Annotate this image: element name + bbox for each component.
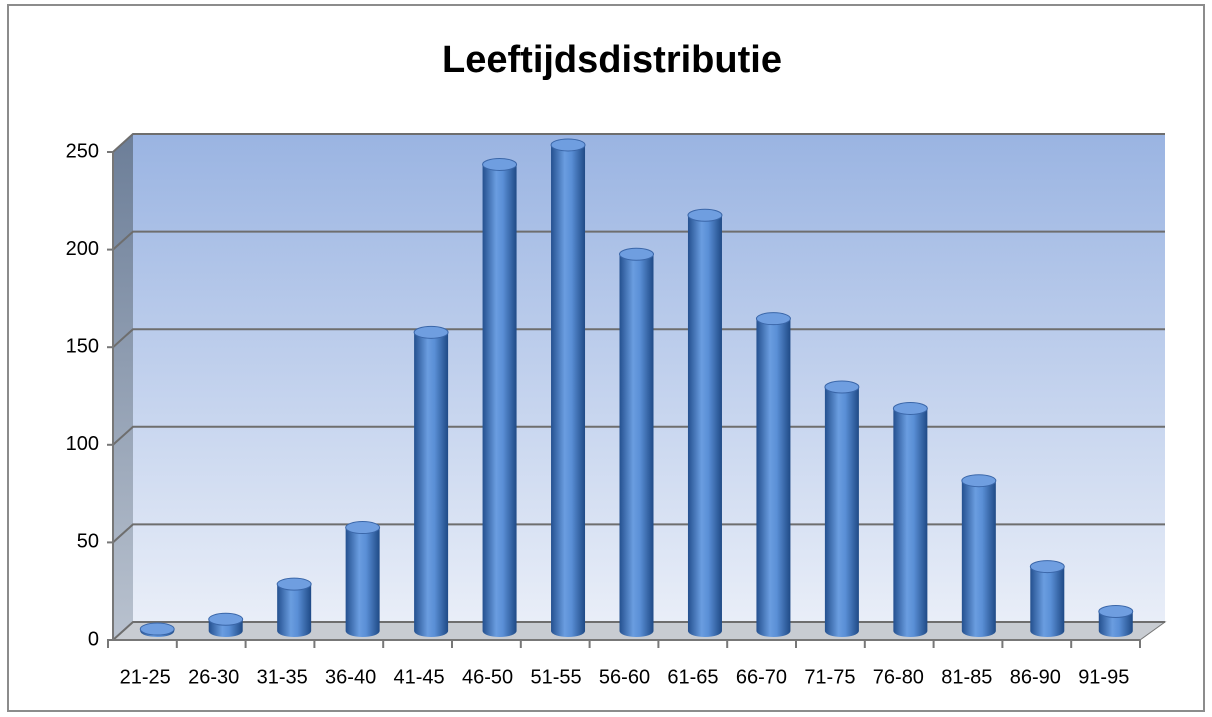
bar-top: [824, 380, 860, 394]
x-tick-label: 66-70: [736, 666, 787, 688]
x-tick-label: 76-80: [873, 666, 924, 688]
bar-top: [345, 521, 381, 535]
grid-line: [112, 328, 1165, 348]
x-tick-label: 56-60: [599, 666, 650, 688]
grid-line: [112, 230, 1165, 251]
bar: [961, 474, 996, 637]
grid-line: [112, 425, 1165, 446]
x-tick-label: 31-35: [257, 666, 308, 688]
bar-top: [413, 325, 449, 339]
bar: [824, 381, 859, 637]
bar: [482, 158, 517, 637]
grid-line: [112, 621, 1165, 641]
x-tick-label: 71-75: [804, 666, 855, 688]
side-wall: [113, 134, 133, 640]
chart-title: Leeftijdsdistributie: [442, 39, 782, 81]
y-tick-label: 150: [66, 335, 99, 357]
y-tick-label: 250: [66, 140, 99, 162]
bar: [414, 326, 449, 637]
bar: [619, 248, 654, 637]
x-tick-label: 61-65: [667, 666, 718, 688]
bar: [551, 138, 586, 637]
bar-top: [208, 612, 244, 626]
bar-top: [276, 577, 312, 591]
bar-top: [687, 208, 723, 222]
bar: [345, 521, 380, 637]
y-tick-label: 50: [77, 531, 99, 553]
bar-top: [482, 157, 518, 171]
x-tick-label: 81-85: [941, 666, 992, 688]
x-tick-label: 41-45: [394, 666, 445, 688]
bar: [893, 402, 928, 637]
x-tick-label: 91-95: [1078, 666, 1129, 688]
x-tick-label: 86-90: [1010, 666, 1061, 688]
bar-top: [1098, 604, 1134, 618]
bar: [277, 578, 312, 637]
x-tick-label: 51-55: [530, 666, 581, 688]
y-tick-label: 0: [88, 628, 99, 650]
bar-top: [1029, 560, 1065, 574]
bar-top: [892, 401, 928, 415]
bar: [1030, 560, 1065, 637]
bar-top: [961, 474, 997, 488]
x-tick-label: 21-25: [120, 666, 171, 688]
bar: [756, 312, 791, 637]
bar-top: [755, 312, 791, 326]
x-tick-label: 46-50: [462, 666, 513, 688]
grid-line: [112, 133, 1165, 153]
bar-top: [550, 138, 586, 152]
bar-top: [619, 247, 654, 261]
grid-line: [112, 523, 1165, 544]
y-tick-label: 200: [66, 238, 99, 260]
x-tick-label: 26-30: [188, 666, 239, 688]
x-tick-label: 36-40: [325, 666, 376, 688]
bar: [687, 209, 722, 637]
y-tick-label: 100: [66, 433, 99, 455]
bar-top: [139, 622, 175, 636]
